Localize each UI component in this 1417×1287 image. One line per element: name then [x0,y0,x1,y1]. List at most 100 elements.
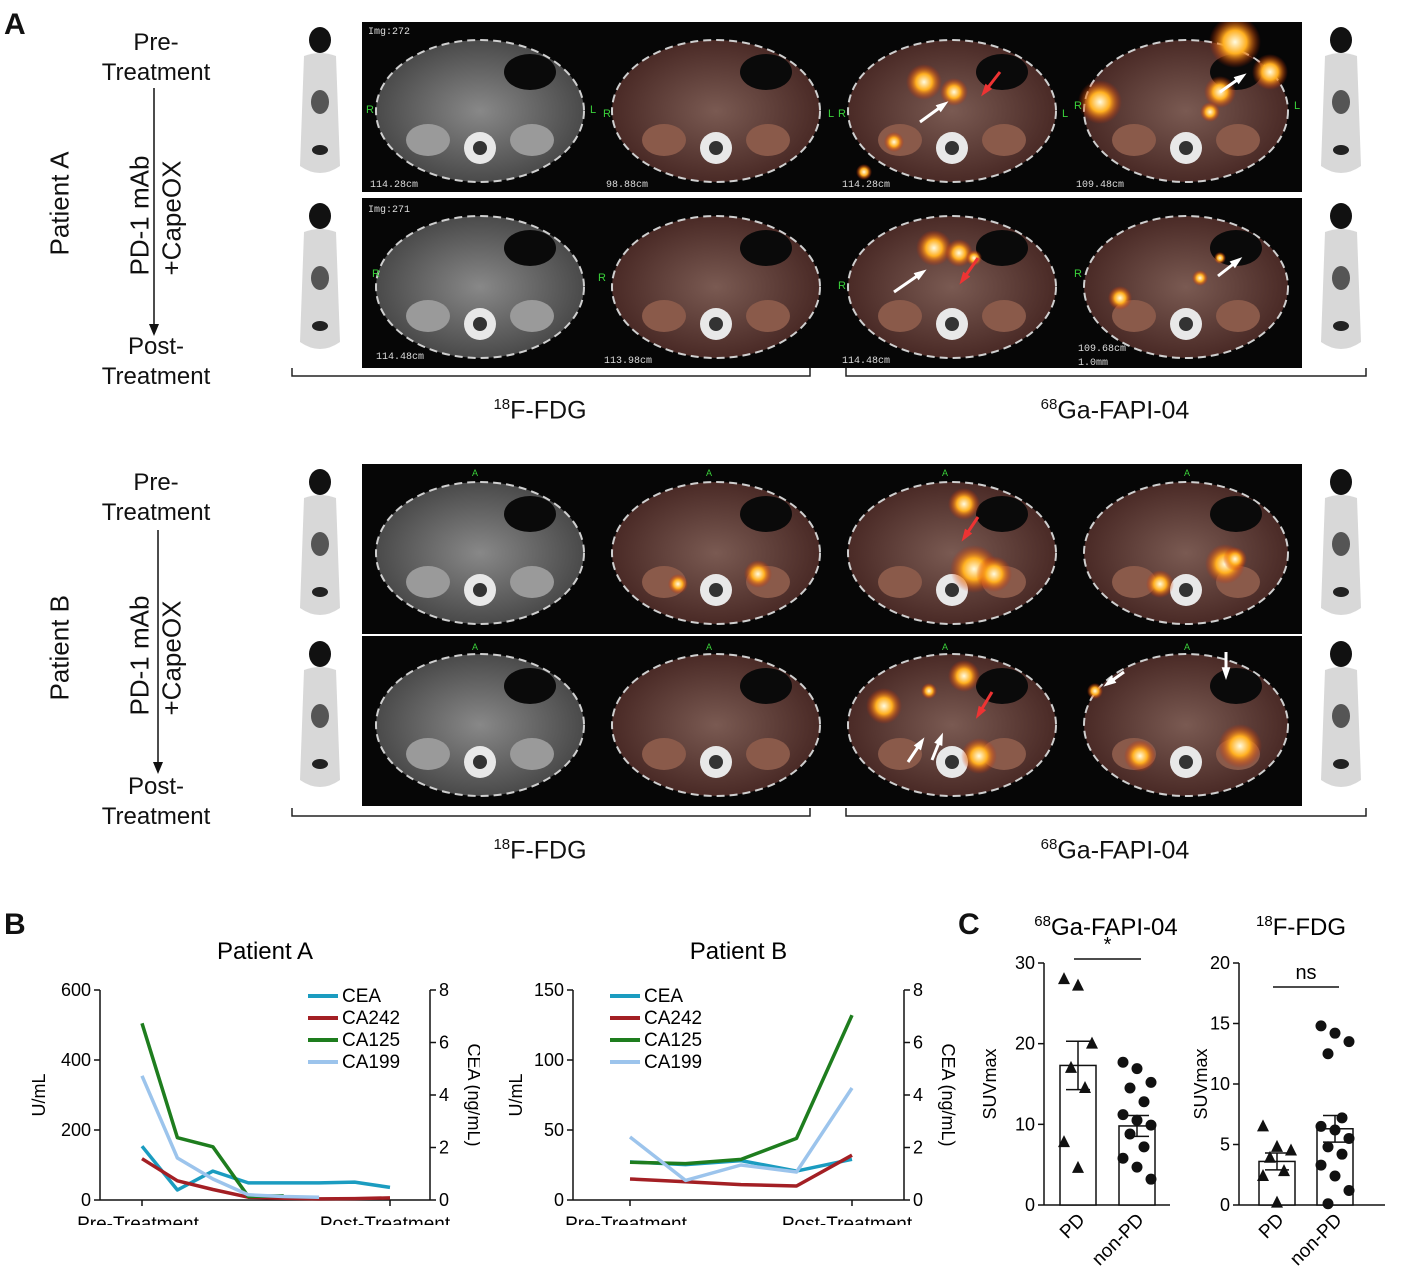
patient-b-time-arrow [153,530,163,774]
y2-tick-label: 2 [913,1138,923,1158]
orient-r-3: R [838,108,846,120]
uptake-hotspot [856,164,872,180]
uptake-hotspot [1209,22,1261,68]
data-point-triangle [1285,1143,1297,1156]
img-number-1: Img:272 [368,27,411,38]
data-point-triangle [1278,1164,1290,1177]
data-point-triangle [1271,1139,1283,1152]
y-axis-label: U/mL [29,1073,49,1116]
orient-r-6: R [598,272,606,284]
mip-bladder [312,587,328,597]
bowel-gas [1210,496,1262,532]
y-tick-label: 50 [544,1120,564,1140]
y-tick-label: 0 [1025,1195,1035,1215]
data-point-circle [1336,1112,1348,1124]
spinal-canal [709,583,723,597]
lesion-arrow-head [1221,667,1231,680]
lesion-arrow-head [913,737,925,751]
data-point-circle [1322,1048,1334,1060]
uptake-hotspot [976,556,1012,592]
tracer-fapi-label-a: 68Ga-FAPI-04 [1040,396,1190,425]
data-point-circle [1131,1114,1143,1126]
spinal-canal [945,583,959,597]
mip-head [1330,203,1352,229]
kidney-right [878,566,922,598]
orient-l-4: L [1294,100,1301,112]
y-tick-label: 30 [1015,953,1035,973]
mip-head [1330,469,1352,495]
kidney-right [406,738,450,770]
kidney-right [1112,566,1156,598]
orient-r-8: R [1074,268,1082,280]
y-tick-label: 600 [61,980,91,1000]
data-point-circle [1117,1152,1129,1164]
uptake-hotspot [1108,286,1132,310]
uptake-hotspot [668,574,688,594]
x-tick-label: Pre-Treatment [77,1214,199,1225]
uptake-hotspot [1192,270,1208,286]
mip-bladder [312,321,328,331]
lesion-arrow-head [961,528,973,542]
uptake-hotspot [961,738,997,774]
data-point-circle [1138,1096,1150,1108]
series-line-cea [140,1145,391,1192]
orient-l-2: L [828,108,835,120]
data-point-triangle [1072,1160,1084,1173]
uptake-hotspot [945,239,973,267]
spinal-canal [473,583,487,597]
data-point-triangle [1257,1168,1269,1181]
kidney-right [1112,124,1156,156]
uptake-hotspot [1087,683,1103,699]
x-tick-label: Pre-Treatment [565,1214,687,1225]
mip-organ [311,532,329,556]
bowel-gas [740,668,792,704]
data-point-circle [1315,1159,1327,1171]
mip-bladder [312,759,328,769]
data-point-triangle [1065,1060,1077,1073]
x-tick-label: non-PD [1088,1210,1148,1270]
lesion-arrow-head [1103,675,1117,687]
y2-axis-label: CEA (ng/mL) [938,1043,958,1146]
legend-label: CA125 [644,1030,702,1051]
y-tick-label: 15 [1210,1014,1230,1034]
orient-a-1: A [472,468,479,478]
data-point-triangle [1079,1081,1091,1094]
y2-tick-label: 0 [913,1190,923,1210]
uptake-hotspot [866,688,902,724]
uptake-hotspot [1252,54,1288,90]
chart-title: Patient B [690,938,787,965]
data-point-circle [1117,1056,1129,1068]
orient-a-8: A [1184,642,1191,652]
y-tick-label: 150 [534,980,564,1000]
mip-head [309,203,331,229]
kidney-right [642,300,686,332]
panel-c-letter: C [958,908,980,941]
patient-b-post-label: Post- Treatment [101,773,211,830]
data-point-circle [1131,1161,1143,1173]
mip-organ [1332,266,1350,290]
y-tick-label: 400 [61,1050,91,1070]
chart-title: Patient A [217,938,313,965]
data-point-circle [1343,1132,1355,1144]
distance-label-4: 109.48cm [1076,180,1125,191]
legend-label: CEA [342,986,381,1007]
data-point-circle [1315,1020,1327,1032]
legend-label: CEA [644,986,683,1007]
data-point-circle [1315,1120,1327,1132]
mip-bladder [1333,145,1349,155]
lesion-arrow-head [959,271,971,285]
series-line-ca199 [140,1075,320,1199]
kidney-left [1216,300,1260,332]
orient-a-5: A [472,642,479,652]
lesion-arrow-head [981,83,993,97]
tracer-fdg-label-b: 18F-FDG [493,836,587,865]
patient-a-pre-label: Pre- Treatment [101,29,211,86]
lesion-arrow-head [975,705,987,719]
y2-tick-label: 4 [439,1085,449,1105]
data-point-circle [1329,1170,1341,1182]
mip-head [309,469,331,495]
y-axis-label: SUVmax [1191,1048,1211,1119]
bowel-gas [976,54,1028,90]
y-tick-label: 0 [554,1190,564,1210]
